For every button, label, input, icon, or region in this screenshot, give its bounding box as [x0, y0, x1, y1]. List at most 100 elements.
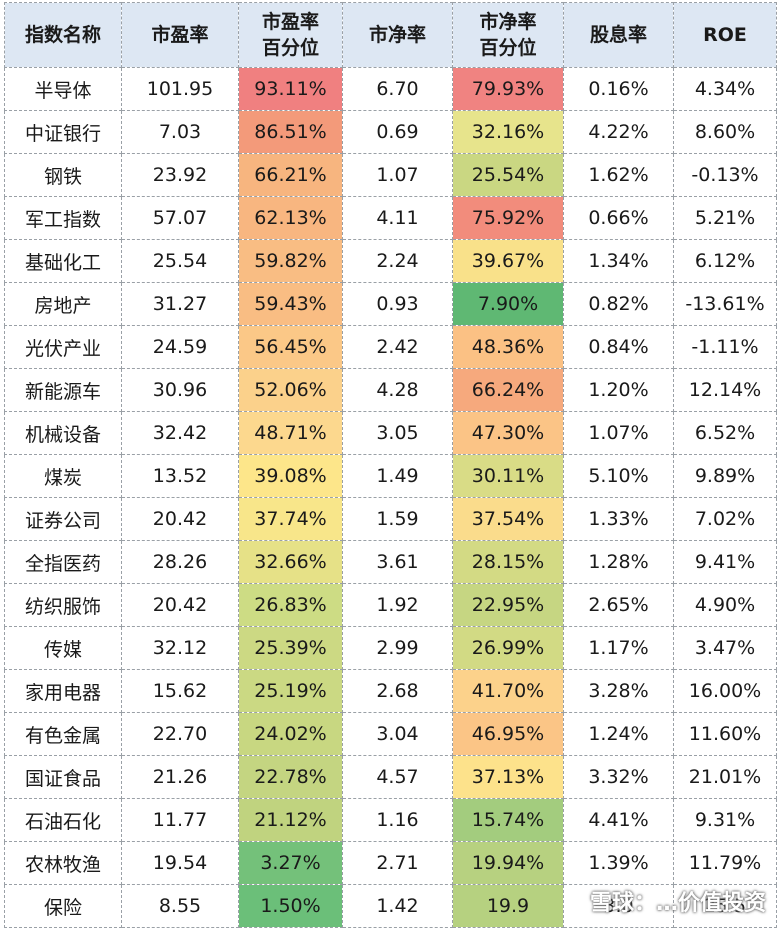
cell-index-name: 传媒: [4, 626, 122, 670]
cell-pb: 6.70: [342, 67, 453, 111]
cell-roe: 5.21%: [673, 196, 777, 240]
cell-pb-percentile: 32.16%: [452, 110, 564, 154]
cell-index-name: 保险: [4, 884, 122, 928]
cell-pb-percentile: 47.30%: [452, 411, 564, 455]
cell-pe-percentile: 22.78%: [238, 755, 343, 799]
cell-pe-percentile: 25.39%: [238, 626, 343, 670]
cell-index-name: 石油石化: [4, 798, 122, 842]
cell-pb: 0.69: [342, 110, 453, 154]
cell-index-name: 基础化工: [4, 239, 122, 283]
cell-pe-percentile: 39.08%: [238, 454, 343, 498]
cell-dividend-yield: 1.62%: [563, 153, 674, 197]
cell-dividend-yield: 4.22%: [563, 110, 674, 154]
cell-pb: 3.61: [342, 540, 453, 584]
cell-pe: 30.96: [121, 368, 239, 412]
table-row: 农林牧渔 19.54 3.27% 2.71 19.94% 1.39% 11.79%: [4, 841, 777, 885]
cell-roe: 7.02%: [673, 497, 777, 541]
cell-roe: 4.90%: [673, 583, 777, 627]
table-row: 国证食品 21.26 22.78% 4.57 37.13% 3.32% 21.01%: [4, 755, 777, 799]
cell-index-name: 国证食品: [4, 755, 122, 799]
cell-index-name: 中证银行: [4, 110, 122, 154]
table-row: 光伏产业 24.59 56.45% 2.42 48.36% 0.84% -1.11%: [4, 325, 777, 369]
cell-pb: 1.59: [342, 497, 453, 541]
table-row: 纺织服饰 20.42 26.83% 1.92 22.95% 2.65% 4.90%: [4, 583, 777, 627]
cell-pb-percentile: 39.67%: [452, 239, 564, 283]
cell-dividend-yield: 1.07%: [563, 411, 674, 455]
cell-roe: 3.47%: [673, 626, 777, 670]
cell-pb-percentile: 66.24%: [452, 368, 564, 412]
header-pb-percentile: 市净率 百分位: [452, 2, 564, 68]
cell-pe-percentile: 93.11%: [238, 67, 343, 111]
header-dividend-yield: 股息率: [563, 2, 674, 68]
cell-pe-percentile: 32.66%: [238, 540, 343, 584]
cell-pe-percentile: 37.74%: [238, 497, 343, 541]
cell-pb-percentile: 41.70%: [452, 669, 564, 713]
table-row: 中证银行 7.03 86.51% 0.69 32.16% 4.22% 8.60%: [4, 110, 777, 154]
header-row: 指数名称 市盈率 市盈率 百分位 市净率 市净率 百分位 股息率 ROE: [4, 2, 777, 68]
cell-pb: 1.07: [342, 153, 453, 197]
table-row: 钢铁 23.92 66.21% 1.07 25.54% 1.62% -0.13%: [4, 153, 777, 197]
table-row: 传媒 32.12 25.39% 2.99 26.99% 1.17% 3.47%: [4, 626, 777, 670]
header-pe: 市盈率: [121, 2, 239, 68]
cell-index-name: 纺织服饰: [4, 583, 122, 627]
cell-pe: 22.70: [121, 712, 239, 756]
table-row: 军工指数 57.07 62.13% 4.11 75.92% 0.66% 5.21%: [4, 196, 777, 240]
cell-index-name: 军工指数: [4, 196, 122, 240]
cell-index-name: 农林牧渔: [4, 841, 122, 885]
cell-roe: 6.12%: [673, 239, 777, 283]
cell-dividend-yield: 1.33%: [563, 497, 674, 541]
cell-roe: 21.01%: [673, 755, 777, 799]
cell-roe: 4.34%: [673, 67, 777, 111]
cell-dividend-yield: 0.84%: [563, 325, 674, 369]
cell-pb: 4.57: [342, 755, 453, 799]
cell-pe: 8.55: [121, 884, 239, 928]
cell-pb: 2.99: [342, 626, 453, 670]
table-row: 有色金属 22.70 24.02% 3.04 46.95% 1.24% 11.60%: [4, 712, 777, 756]
cell-pe-percentile: 26.83%: [238, 583, 343, 627]
cell-pb-percentile: 19.9: [452, 884, 564, 928]
table-row: 家用电器 15.62 25.19% 2.68 41.70% 3.28% 16.00%: [4, 669, 777, 713]
cell-roe: 11.60%: [673, 712, 777, 756]
cell-index-name: 房地产: [4, 282, 122, 326]
index-valuation-table: 指数名称 市盈率 市盈率 百分位 市净率 市净率 百分位 股息率 ROE 半导体…: [4, 2, 777, 928]
cell-pb: 1.42: [342, 884, 453, 928]
cell-dividend-yield: 0.82%: [563, 282, 674, 326]
cell-roe: 6.52%: [673, 411, 777, 455]
cell-index-name: 家用电器: [4, 669, 122, 713]
cell-pe: 23.92: [121, 153, 239, 197]
cell-pb: 2.42: [342, 325, 453, 369]
cell-index-name: 全指医药: [4, 540, 122, 584]
cell-dividend-yield: 0.16%: [563, 67, 674, 111]
cell-dividend-yield: 1.17%: [563, 626, 674, 670]
cell-index-name: 有色金属: [4, 712, 122, 756]
cell-index-name: 新能源车: [4, 368, 122, 412]
cell-pb-percentile: 15.74%: [452, 798, 564, 842]
cell-pb-percentile: 25.54%: [452, 153, 564, 197]
cell-pb: 1.16: [342, 798, 453, 842]
cell-dividend-yield: 1.24%: [563, 712, 674, 756]
cell-pe: 28.26: [121, 540, 239, 584]
cell-pb-percentile: 46.95%: [452, 712, 564, 756]
cell-pe: 20.42: [121, 497, 239, 541]
cell-index-name: 机械设备: [4, 411, 122, 455]
cell-pe: 19.54: [121, 841, 239, 885]
cell-pe-percentile: 48.71%: [238, 411, 343, 455]
cell-roe: -13.61%: [673, 282, 777, 326]
cell-index-name: 半导体: [4, 67, 122, 111]
cell-pb: 2.71: [342, 841, 453, 885]
cell-pb: 4.28: [342, 368, 453, 412]
table-row: 石油石化 11.77 21.12% 1.16 15.74% 4.41% 9.31%: [4, 798, 777, 842]
cell-index-name: 钢铁: [4, 153, 122, 197]
watermark-text: 雪球：…价值投资: [589, 891, 766, 916]
cell-pe: 25.54: [121, 239, 239, 283]
table-row: 基础化工 25.54 59.82% 2.24 39.67% 1.34% 6.12%: [4, 239, 777, 283]
cell-pe: 7.03: [121, 110, 239, 154]
header-pe-percentile: 市盈率 百分位: [238, 2, 343, 68]
cell-pb-percentile: 79.93%: [452, 67, 564, 111]
table-row: 半导体 101.95 93.11% 6.70 79.93% 0.16% 4.34%: [4, 67, 777, 111]
cell-pb-percentile: 19.94%: [452, 841, 564, 885]
cell-roe: -1.11%: [673, 325, 777, 369]
cell-pe: 57.07: [121, 196, 239, 240]
cell-roe: 16.00%: [673, 669, 777, 713]
cell-pe-percentile: 52.06%: [238, 368, 343, 412]
